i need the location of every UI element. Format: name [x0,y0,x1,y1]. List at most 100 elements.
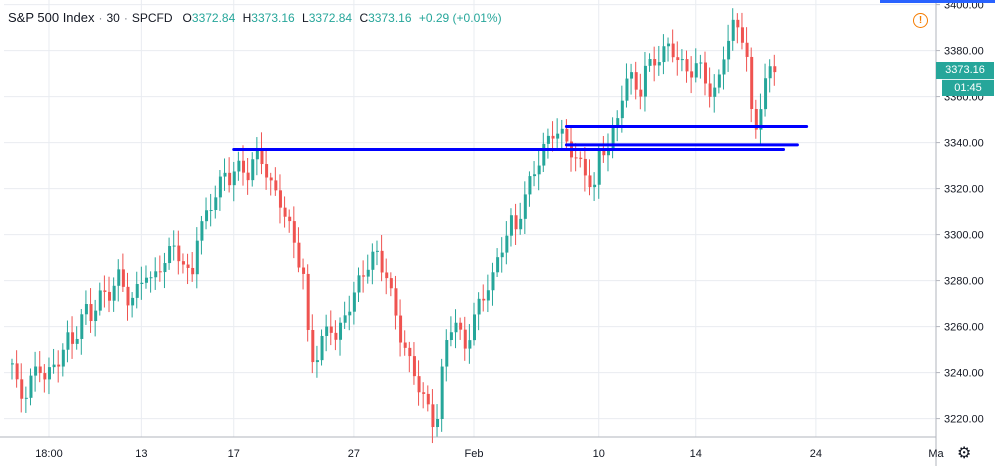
candle-body [422,392,426,394]
symbol-name[interactable]: S&P 500 Index [8,10,95,25]
candle-body [117,269,121,286]
candle-body [523,194,527,219]
candle-body [15,363,19,380]
candle-body [343,315,347,323]
change-value: +0.29 (+0.01%) [418,11,502,25]
candle-body [509,215,513,236]
candle-body [98,290,102,311]
candle-body [181,261,185,265]
candle-body [722,59,726,75]
candle-body [514,215,518,230]
candle-body [38,366,42,374]
candle-body [348,311,352,316]
candle-body [611,127,615,150]
candle-body [34,366,38,376]
candle-body [47,367,51,380]
x-tick-label: 13 [135,448,147,460]
candle-body [375,250,379,252]
x-tick-label: 10 [593,448,605,460]
candle-body [66,332,70,350]
candle-body [445,340,449,367]
candle-body [593,184,597,188]
candle-body [579,157,583,159]
candle-body [214,197,218,211]
candle-body [454,322,458,333]
bar-timer: 01:45 [942,79,994,96]
candle-body [754,108,758,130]
candle-body [736,19,740,28]
x-tick-label: 17 [228,448,240,460]
candle-body [403,342,407,348]
interval-label[interactable]: 30 [106,11,120,25]
candle-body [339,322,343,340]
candle-body [191,267,195,275]
candle-body [588,175,592,188]
candle-body [440,366,444,420]
candle-body [690,71,694,78]
candle-body [431,404,435,428]
candle-body [620,100,624,119]
candle-body [195,240,199,275]
candle-body [408,347,412,357]
candle-body [260,148,264,165]
candle-body [131,297,135,306]
candle-body [228,172,232,186]
y-tick-label: 3300.00 [944,230,984,242]
candle-body [740,27,744,43]
candle-body [625,78,629,101]
candle-body [639,89,643,97]
candle-body [519,218,523,230]
candle-body [246,172,250,181]
alert-icon[interactable]: ! [913,13,928,28]
close-value: 3373.16 [368,11,412,25]
x-tick-label: 14 [690,448,702,460]
candle-body [394,288,398,316]
candle-body [283,207,287,217]
candle-body [667,43,671,47]
candle-body [205,210,209,222]
candle-body [223,172,227,177]
candle-body [172,245,176,247]
candle-body [773,66,777,73]
candle-body [717,74,721,88]
candle-body [251,159,255,181]
candle-body [265,164,269,178]
candle-body [436,419,440,428]
accent-bar [880,0,995,3]
x-tick-label: 18:00 [35,448,63,460]
candle-body [20,379,24,399]
exchange-label: SPCFD [131,11,173,25]
candle-body [94,310,98,322]
low-value: 3372.84 [308,11,353,25]
candle-body [140,282,144,285]
candle-body [676,57,680,61]
candle-body [630,72,634,79]
candle-body [528,176,532,195]
low-label: L [302,11,309,25]
candle-body [325,326,329,336]
candle-body [154,271,158,278]
candle-body [463,329,467,349]
candle-body [496,257,500,273]
candle-body [653,59,657,66]
close-label: C [359,11,369,25]
candle-body [315,360,319,363]
candle-body [449,332,453,341]
candle-body [103,290,107,292]
candle-body [565,128,569,142]
candle-body [713,87,717,97]
candle-body [144,277,148,283]
candle-body [546,135,550,144]
candle-body [574,157,578,159]
candle-body [237,160,241,172]
gear-icon[interactable]: ⚙ [957,445,972,462]
y-tick-label: 3240.00 [944,368,984,380]
x-tick-label: 27 [348,448,360,460]
candle-body [334,332,338,340]
candle-body [662,46,666,63]
candle-body [29,375,33,398]
candle-body [399,315,403,343]
candle-body [112,285,116,301]
y-tick-label: 3380.00 [944,46,984,58]
